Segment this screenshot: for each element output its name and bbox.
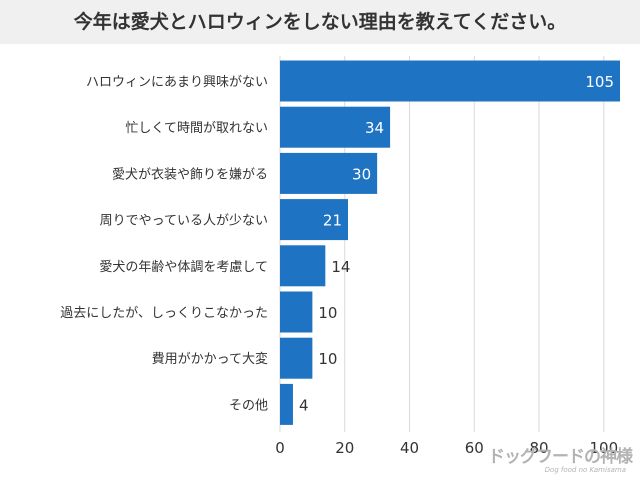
data-label: 14 xyxy=(331,258,350,276)
watermark-main-text: ドッグフードの神様 xyxy=(488,447,633,467)
bar xyxy=(280,106,391,148)
bar xyxy=(280,245,326,287)
category-label: 忙しくて時間が取れない xyxy=(125,121,268,136)
bar xyxy=(280,383,293,425)
category-label: ハロウィンにあまり興味がない xyxy=(86,75,268,90)
bar xyxy=(280,152,378,194)
bar xyxy=(280,291,313,333)
watermark-logo: ドッグフードの神様 Dog food no Kamisama xyxy=(488,447,633,474)
category-label: その他 xyxy=(229,398,268,413)
data-label: 10 xyxy=(318,350,337,368)
data-label: 4 xyxy=(299,396,309,414)
category-label: 過去にしたが、しっくりこなかった xyxy=(60,306,268,321)
x-tick-label: 100 xyxy=(589,439,618,457)
watermark-sub-text: Dog food no Kamisama xyxy=(544,466,626,474)
data-label: 21 xyxy=(323,212,342,230)
chart-title: 今年は愛犬とハロウィンをしない理由を教えてください。 xyxy=(73,11,567,33)
x-tick-label: 40 xyxy=(400,439,419,457)
x-tick-label: 20 xyxy=(335,439,354,457)
bar xyxy=(280,60,620,102)
data-label: 105 xyxy=(585,73,614,91)
category-label: 周りでやっている人が少ない xyxy=(100,214,268,229)
data-label: 30 xyxy=(352,165,371,183)
category-label: 愛犬の年齢や体調を考慮して xyxy=(99,260,268,275)
category-label: 費用がかかって大変 xyxy=(152,351,268,367)
bar xyxy=(280,337,313,379)
x-tick-label: 60 xyxy=(465,439,484,457)
data-label: 34 xyxy=(365,119,384,137)
x-tick-label: 80 xyxy=(530,439,549,457)
x-tick-label: 0 xyxy=(275,439,285,457)
title-bar xyxy=(0,0,640,44)
category-label: 愛犬が衣装や飾りを嫌がる xyxy=(112,166,268,182)
bar xyxy=(280,199,348,241)
data-label: 10 xyxy=(318,304,337,322)
